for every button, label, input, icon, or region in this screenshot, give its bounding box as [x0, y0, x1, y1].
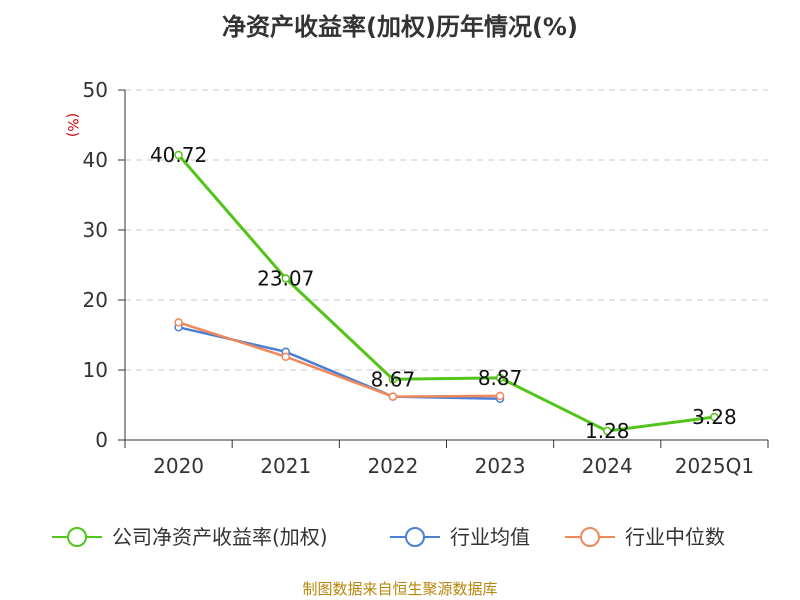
- data-point: [710, 412, 719, 422]
- data-point: [174, 318, 183, 327]
- y-tick-label: 30: [83, 218, 108, 242]
- y-tick-label: 0: [95, 428, 108, 452]
- x-tick-label: 2023: [475, 454, 526, 478]
- data-point: [495, 391, 505, 401]
- legend-label: 行业均值: [450, 525, 530, 549]
- y-tick-label: 50: [83, 78, 108, 102]
- legend-marker: [580, 527, 600, 547]
- data-point: [388, 375, 398, 384]
- data-label: 1.28: [585, 419, 630, 443]
- legend: 公司净资产收益率(加权) 行业均值 行业中位数: [52, 525, 725, 549]
- data-point: [603, 426, 612, 436]
- data-label: 8.67: [371, 367, 416, 391]
- data-point: [281, 352, 290, 361]
- y-tick-label: 40: [83, 148, 108, 172]
- source-note: 制图数据来自恒生聚源数据库: [302, 580, 497, 598]
- data-point: [495, 373, 505, 383]
- x-tick-label: 2022: [367, 454, 418, 478]
- data-label: 23.07: [257, 267, 314, 291]
- x-tick-label: 2024: [582, 454, 633, 478]
- data-point: [174, 150, 183, 160]
- series-layer: [174, 150, 719, 436]
- y-tick-label: 10: [83, 358, 108, 382]
- chart-title: 净资产收益率(加权)历年情况(%): [222, 13, 578, 41]
- legend-label: 公司净资产收益率(加权): [112, 525, 328, 549]
- data-label: 8.87: [478, 366, 523, 390]
- y-axis-unit: (%): [64, 113, 80, 137]
- data-label: 40.72: [150, 143, 207, 167]
- data-point: [281, 274, 290, 283]
- grid-lines: [125, 89, 768, 371]
- series-line-2: [178, 321, 501, 398]
- legend-marker: [67, 527, 87, 547]
- data-point: [388, 392, 398, 401]
- legend-label: 行业中位数: [625, 525, 725, 549]
- axes: 0 10 20 30 40 50 2020 2021 2022 2023 2024 2025Q1: [83, 78, 769, 478]
- x-tick-label: 2020: [153, 454, 204, 478]
- legend-marker: [405, 527, 425, 547]
- x-tick-label: 2025Q1: [675, 454, 754, 478]
- data-label: 3.28: [692, 405, 737, 429]
- data-labels: 40.72 23.07 8.67 8.87 1.28 3.28: [150, 143, 737, 443]
- x-tick-label: 2021: [260, 454, 311, 478]
- y-tick-label: 20: [83, 288, 108, 312]
- series-line-0: [177, 153, 715, 433]
